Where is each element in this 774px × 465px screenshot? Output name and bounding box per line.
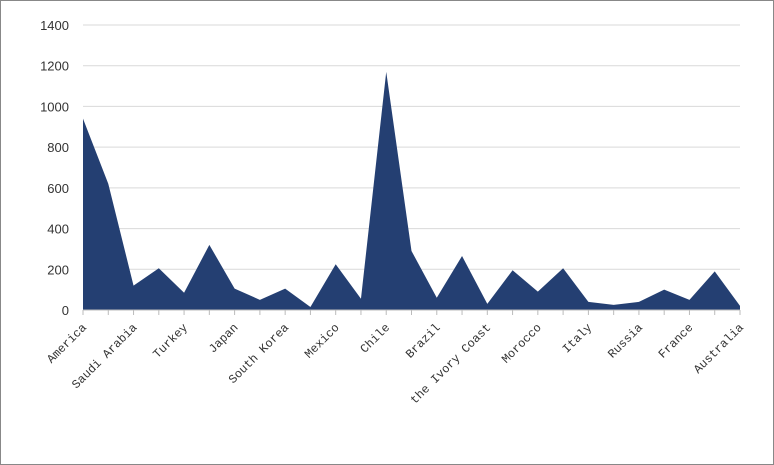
y-tick-label: 400 xyxy=(47,222,69,237)
y-tick-label: 1000 xyxy=(40,99,69,114)
y-tick-label: 800 xyxy=(47,140,69,155)
y-tick-label: 1400 xyxy=(40,18,69,33)
y-tick-label: 200 xyxy=(47,262,69,277)
y-tick-label: 600 xyxy=(47,181,69,196)
area xyxy=(83,71,740,310)
y-tick-label: 0 xyxy=(62,303,69,318)
y-tick-label: 1200 xyxy=(40,59,69,74)
